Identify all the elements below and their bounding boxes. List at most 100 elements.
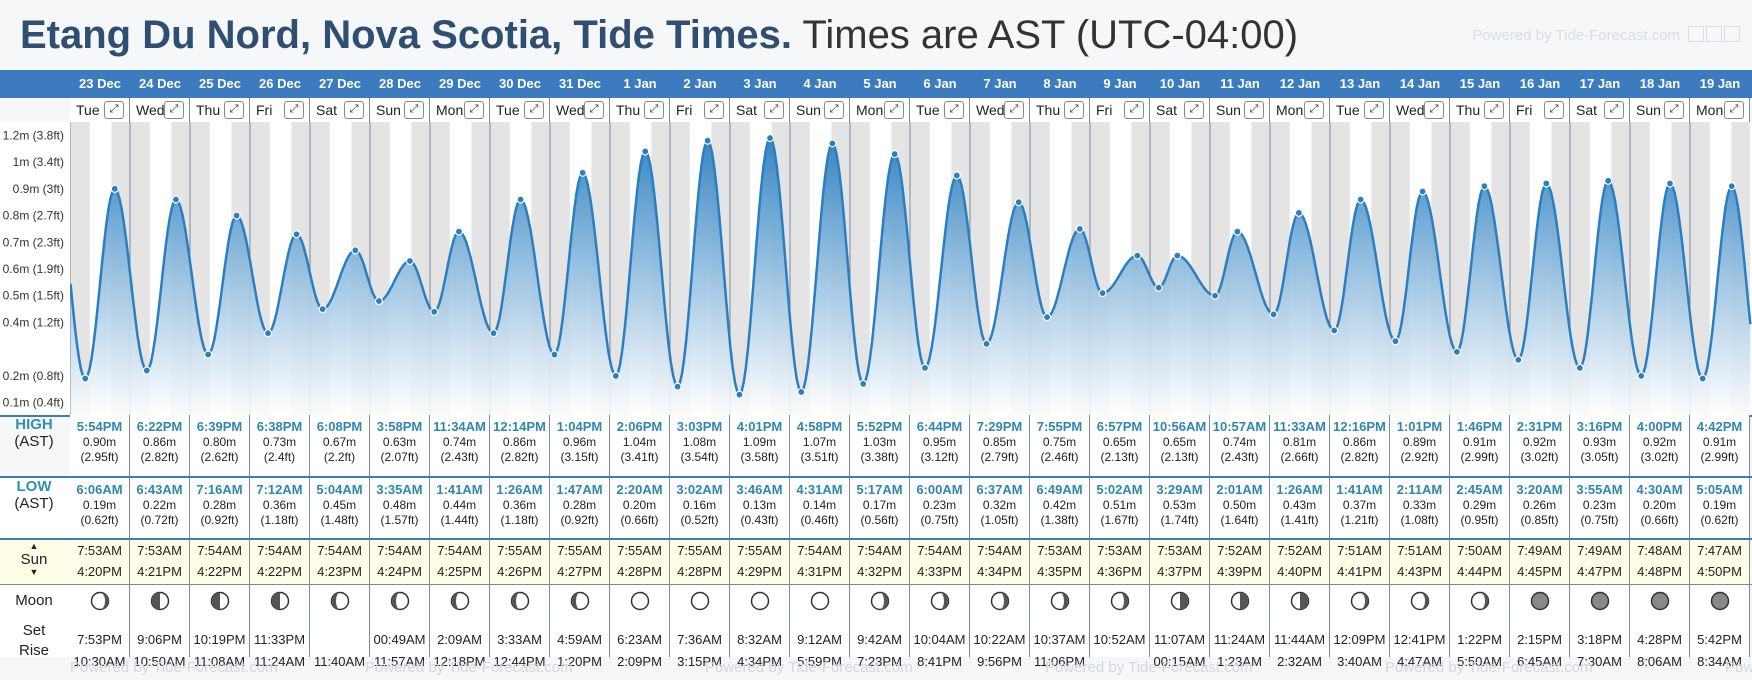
tide-extreme-point bbox=[1391, 337, 1400, 346]
expand-icon[interactable]: ⤢ bbox=[764, 101, 784, 119]
sunset-time: 4:28PM bbox=[677, 564, 722, 579]
tide-extreme-point bbox=[81, 374, 90, 383]
expand-icon[interactable]: ⤢ bbox=[524, 101, 544, 119]
expand-icon[interactable]: ⤢ bbox=[1664, 101, 1684, 119]
low-tide-cell: 1:26AM 0.43m (1.41ft) bbox=[1270, 477, 1330, 539]
day-of-week: Sat bbox=[1576, 102, 1598, 118]
expand-icon[interactable]: ⤢ bbox=[284, 101, 304, 119]
low-tide-feet: (0.85ft) bbox=[1520, 513, 1559, 527]
expand-icon[interactable]: ⤢ bbox=[344, 101, 364, 119]
last-quarter-icon bbox=[1230, 591, 1250, 611]
day-of-week-cell: Tue ⤢ bbox=[490, 98, 550, 122]
tide-extreme-point bbox=[890, 149, 899, 159]
expand-icon[interactable]: ⤢ bbox=[704, 101, 724, 119]
low-tide-cell: 1:41AM 0.37m (1.21ft) bbox=[1330, 477, 1390, 539]
high-tide-cell: 12:16PM 0.86m (2.82ft) bbox=[1330, 415, 1390, 477]
expand-icon[interactable]: ⤢ bbox=[1364, 101, 1384, 119]
sunrise-time: 7:55AM bbox=[557, 543, 602, 558]
low-tide-meters: 0.20m bbox=[622, 498, 657, 512]
low-tide-time: 1:26AM bbox=[496, 482, 543, 497]
tide-extreme-point bbox=[641, 147, 650, 156]
high-tide-meters: 0.93m bbox=[1582, 435, 1617, 449]
high-sub-label: (AST) bbox=[14, 433, 54, 450]
sunrise-time: 7:52AM bbox=[1277, 543, 1322, 558]
expand-icon[interactable]: ⤢ bbox=[1544, 101, 1564, 119]
high-tide-time: 3:16PM bbox=[1576, 419, 1623, 434]
footer-powered-text: Powered by Tide-Forecast.com bbox=[70, 659, 278, 676]
sun-cell: 7:53AM 4:37PM bbox=[1150, 540, 1210, 584]
low-tide-cell: 5:17AM 0.17m (0.56ft) bbox=[850, 477, 910, 539]
tide-extreme-point bbox=[1604, 176, 1613, 185]
low-tide-time: 1:26AM bbox=[1276, 482, 1323, 497]
low-tide-time: 6:49AM bbox=[1036, 482, 1083, 497]
high-tide-feet: (3.41ft) bbox=[620, 450, 659, 464]
expand-icon[interactable]: ⤢ bbox=[884, 101, 904, 119]
new-moon-icon bbox=[1710, 591, 1730, 611]
expand-icon[interactable]: ⤢ bbox=[224, 101, 244, 119]
expand-icon[interactable]: ⤢ bbox=[1604, 101, 1624, 119]
expand-icon[interactable]: ⤢ bbox=[164, 101, 184, 119]
high-tide-meters: 0.80m bbox=[202, 435, 237, 449]
high-tide-meters: 0.63m bbox=[382, 435, 417, 449]
moonset-time: 2:15PM bbox=[1517, 632, 1562, 647]
expand-icon[interactable]: ⤢ bbox=[404, 101, 424, 119]
expand-icon[interactable]: ⤢ bbox=[1124, 101, 1144, 119]
high-tide-feet: (3.58ft) bbox=[740, 450, 779, 464]
powered-by-header[interactable]: Powered by Tide-Forecast.com bbox=[1472, 26, 1740, 44]
expand-icon[interactable]: ⤢ bbox=[464, 101, 484, 119]
low-tide-meters: 0.28m bbox=[562, 498, 597, 512]
y-axis-panel bbox=[0, 122, 70, 416]
high-tide-feet: (2.82ft) bbox=[140, 450, 179, 464]
expand-icon[interactable]: ⤢ bbox=[944, 101, 964, 119]
waning-crescent-icon bbox=[90, 591, 110, 611]
low-tide-time: 6:00AM bbox=[916, 482, 963, 497]
sunset-time: 4:20PM bbox=[77, 564, 122, 579]
moonrise-time: 8:06AM bbox=[1637, 654, 1682, 669]
high-tide-cell: 7:55PM 0.75m (2.46ft) bbox=[1030, 415, 1090, 477]
low-sub-label: (AST) bbox=[14, 495, 54, 512]
low-tide-time: 3:02AM bbox=[676, 482, 723, 497]
tide-extreme-point bbox=[1294, 208, 1303, 217]
high-tide-feet: (2.43ft) bbox=[1220, 450, 1259, 464]
waxing-gibbous-icon bbox=[450, 591, 470, 611]
high-tide-feet: (2.95ft) bbox=[80, 450, 119, 464]
day-date: 14 Jan bbox=[1399, 76, 1441, 91]
expand-icon[interactable]: ⤢ bbox=[1304, 101, 1324, 119]
moon-cell: 11:44AM 2:32AM bbox=[1270, 585, 1330, 669]
expand-icon[interactable]: ⤢ bbox=[1424, 101, 1444, 119]
high-tide-feet: (2.99ft) bbox=[1700, 450, 1739, 464]
day-of-week: Sun bbox=[376, 102, 401, 118]
y-tick-label: 1m (3.4ft) bbox=[13, 155, 64, 169]
expand-icon[interactable]: ⤢ bbox=[644, 101, 664, 119]
sunrise-time: 7:55AM bbox=[677, 543, 722, 558]
expand-icon[interactable]: ⤢ bbox=[104, 101, 124, 119]
expand-icon[interactable]: ⤢ bbox=[824, 101, 844, 119]
expand-icon[interactable]: ⤢ bbox=[1244, 101, 1264, 119]
high-tide-time: 12:16PM bbox=[1333, 419, 1386, 434]
expand-icon[interactable]: ⤢ bbox=[1004, 101, 1024, 119]
expand-icon[interactable]: ⤢ bbox=[1724, 101, 1744, 119]
sunrise-time: 7:54AM bbox=[257, 543, 302, 558]
day-of-week-cell: Fri ⤢ bbox=[1510, 98, 1570, 122]
tide-extreme-point bbox=[454, 227, 464, 236]
expand-icon[interactable]: ⤢ bbox=[1484, 101, 1504, 119]
day-of-week-cell: Tue ⤢ bbox=[910, 98, 970, 122]
high-tide-time: 5:54PM bbox=[76, 419, 123, 434]
expand-icon[interactable]: ⤢ bbox=[1064, 101, 1084, 119]
day-of-week: Tue bbox=[1336, 102, 1360, 118]
sunrise-time: 7:48AM bbox=[1637, 543, 1682, 558]
sunset-time: 4:32PM bbox=[857, 564, 902, 579]
sun-cell: 7:55AM 4:26PM bbox=[490, 540, 550, 584]
high-tide-meters: 0.92m bbox=[1642, 435, 1677, 449]
expand-icon[interactable]: ⤢ bbox=[584, 101, 604, 119]
sunset-time: 4:43PM bbox=[1397, 564, 1442, 579]
day-of-week-cell: Wed ⤢ bbox=[130, 98, 190, 122]
high-tide-time: 6:22PM bbox=[136, 419, 183, 434]
low-tide-feet: (0.56ft) bbox=[860, 513, 899, 527]
sunset-time: 4:41PM bbox=[1337, 564, 1382, 579]
waxing-gibbous-icon bbox=[570, 591, 590, 611]
sun-cell: 7:51AM 4:41PM bbox=[1330, 540, 1390, 584]
y-tick-label: 1.2m (3.8ft) bbox=[3, 128, 64, 142]
waxing-gibbous-icon bbox=[390, 591, 410, 611]
expand-icon[interactable]: ⤢ bbox=[1184, 101, 1204, 119]
